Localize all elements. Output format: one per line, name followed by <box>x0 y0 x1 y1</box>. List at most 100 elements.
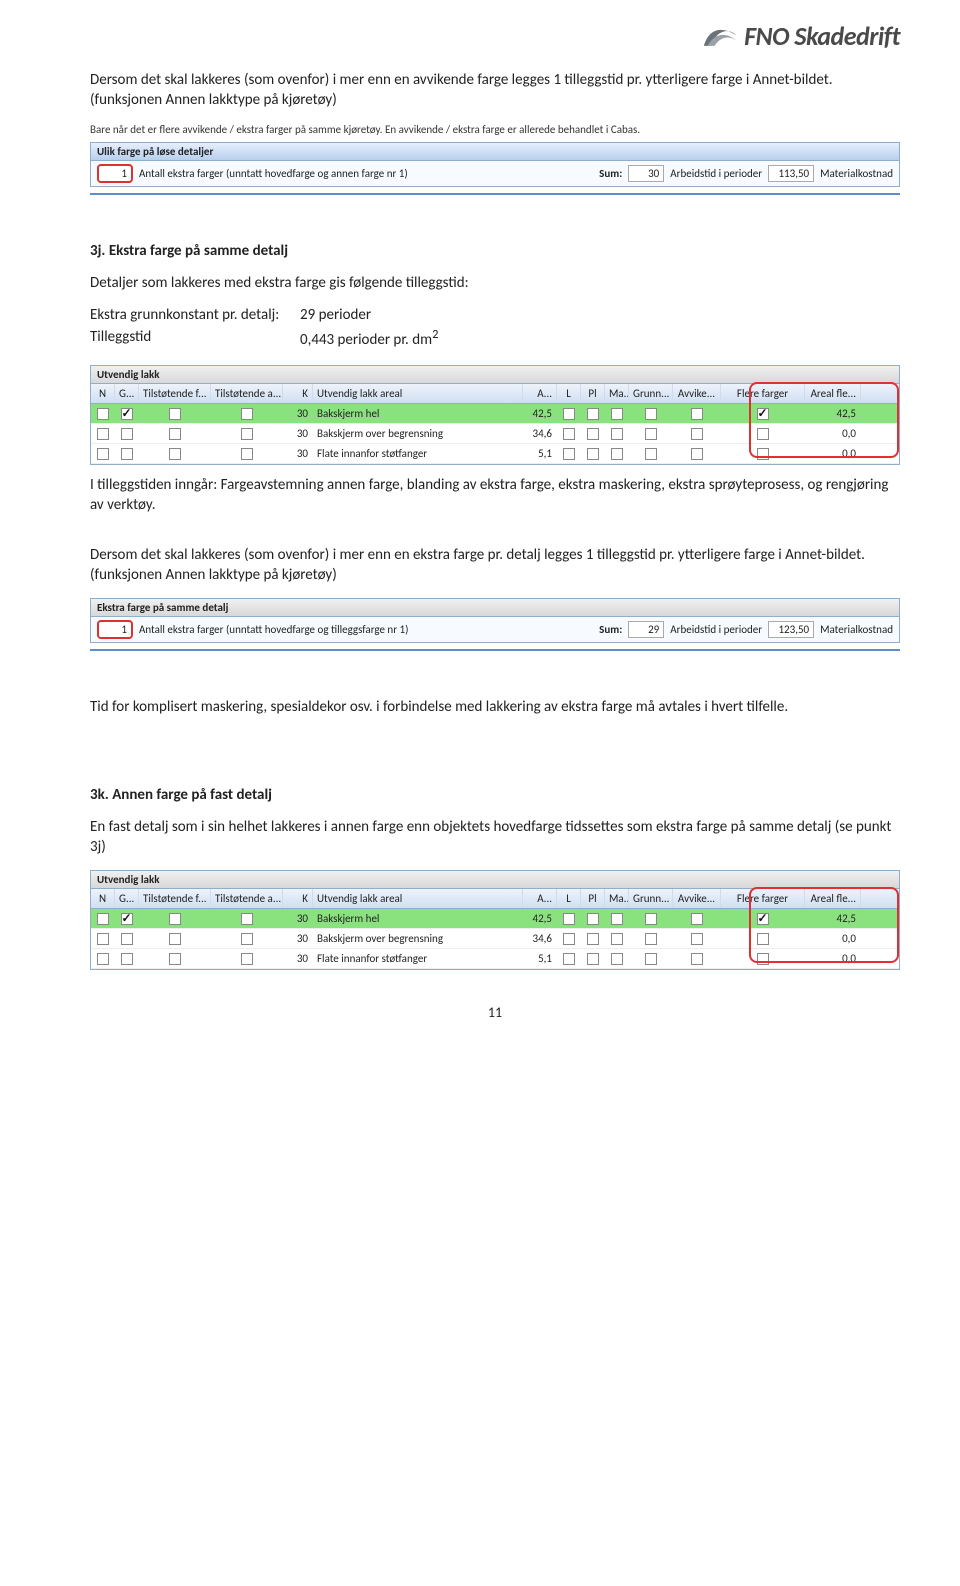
checkbox[interactable] <box>241 428 253 440</box>
t-label-2: Arbeidstid i perioder <box>670 623 762 636</box>
definition-list: Ekstra grunnkonstant pr. detalj: 29 peri… <box>90 305 900 351</box>
checkbox[interactable] <box>169 408 181 420</box>
checkbox[interactable] <box>587 408 599 420</box>
checkbox[interactable] <box>611 913 623 925</box>
para-3j2: I tilleggstiden inngår: Fargeavstemning … <box>90 475 900 516</box>
table-row[interactable]: 30Bakskjerm over begrensning34,60,0 <box>91 424 899 444</box>
checkbox[interactable] <box>121 448 133 460</box>
def-v1: 29 perioder <box>300 305 900 325</box>
checkbox[interactable] <box>691 408 703 420</box>
checkbox[interactable] <box>611 933 623 945</box>
checkbox[interactable] <box>563 428 575 440</box>
sum-label-2: Sum: <box>599 623 622 636</box>
checkbox[interactable] <box>611 408 623 420</box>
checkbox[interactable] <box>241 953 253 965</box>
para-3j: Detaljer som lakkeres med ekstra farge g… <box>90 273 900 293</box>
input-antall-1[interactable]: 1 <box>97 164 133 183</box>
def-k1: Ekstra grunnkonstant pr. detalj: <box>90 305 300 325</box>
divider-blue <box>90 649 900 651</box>
checkbox[interactable] <box>645 448 657 460</box>
checkbox[interactable] <box>691 428 703 440</box>
checkbox[interactable] <box>121 428 133 440</box>
table-row[interactable]: 30Flate innanfor støtfanger5,10,0 <box>91 444 899 464</box>
checkbox[interactable] <box>645 933 657 945</box>
checkbox[interactable] <box>563 408 575 420</box>
checkbox[interactable] <box>611 953 623 965</box>
checkbox[interactable] <box>121 913 133 925</box>
sum-value-2[interactable]: 29 <box>628 621 664 638</box>
checkbox[interactable] <box>757 448 769 460</box>
divider-blue <box>90 193 900 195</box>
para-4: Tid for komplisert maskering, spesialdek… <box>90 697 900 717</box>
checkbox[interactable] <box>563 953 575 965</box>
checkbox[interactable] <box>587 913 599 925</box>
checkbox[interactable] <box>691 953 703 965</box>
checkbox[interactable] <box>645 408 657 420</box>
logo-text: FNO Skadedrift <box>744 20 900 52</box>
input-antall-2[interactable]: 1 <box>97 620 133 639</box>
table-row[interactable]: 30Flate innanfor støtfanger5,10,0 <box>91 949 899 969</box>
table-row[interactable]: 30Bakskjerm hel42,542,5 <box>91 404 899 424</box>
t-value-2[interactable]: 123,50 <box>768 621 814 638</box>
checkbox[interactable] <box>587 428 599 440</box>
checkbox[interactable] <box>241 933 253 945</box>
table-title: Utvendig lakk <box>91 871 899 889</box>
checkbox[interactable] <box>97 953 109 965</box>
panel-title: Ekstra farge på samme detalj <box>91 599 899 617</box>
checkbox[interactable] <box>587 448 599 460</box>
checkbox[interactable] <box>757 408 769 420</box>
heading-3k: 3k. Annen farge på fast detalj <box>90 785 900 805</box>
m-label-1: Materialkostnad <box>820 167 893 180</box>
checkbox[interactable] <box>563 448 575 460</box>
sum-label-1: Sum: <box>599 167 622 180</box>
checkbox[interactable] <box>757 913 769 925</box>
checkbox[interactable] <box>121 933 133 945</box>
checkbox[interactable] <box>645 913 657 925</box>
checkbox[interactable] <box>169 448 181 460</box>
checkbox[interactable] <box>611 428 623 440</box>
checkbox[interactable] <box>97 408 109 420</box>
checkbox[interactable] <box>97 448 109 460</box>
sum-value-1[interactable]: 30 <box>628 165 664 182</box>
t-value-1[interactable]: 113,50 <box>768 165 814 182</box>
checkbox[interactable] <box>587 953 599 965</box>
checkbox[interactable] <box>169 953 181 965</box>
para-3k: En fast detalj som i sin helhet lakkeres… <box>90 817 900 858</box>
checkbox[interactable] <box>241 448 253 460</box>
checkbox[interactable] <box>97 913 109 925</box>
checkbox[interactable] <box>645 428 657 440</box>
label-antall-1: Antall ekstra farger (unntatt hovedfarge… <box>139 167 408 180</box>
checkbox[interactable] <box>645 953 657 965</box>
panel-title: Ulik farge på løse detaljer <box>91 143 899 161</box>
checkbox[interactable] <box>97 933 109 945</box>
t-label-1: Arbeidstid i perioder <box>670 167 762 180</box>
checkbox[interactable] <box>169 428 181 440</box>
checkbox[interactable] <box>563 933 575 945</box>
page-number: 11 <box>90 1004 900 1021</box>
logo-icon <box>702 22 738 50</box>
checkbox[interactable] <box>691 913 703 925</box>
checkbox[interactable] <box>97 428 109 440</box>
checkbox[interactable] <box>169 913 181 925</box>
checkbox[interactable] <box>241 408 253 420</box>
checkbox[interactable] <box>691 933 703 945</box>
checkbox[interactable] <box>757 933 769 945</box>
table-row[interactable]: 30Bakskjerm over begrensning34,60,0 <box>91 929 899 949</box>
panel-ulik-farge: Ulik farge på løse detaljer 1 Antall eks… <box>90 142 900 187</box>
table-title: Utvendig lakk <box>91 366 899 384</box>
checkbox[interactable] <box>121 408 133 420</box>
checkbox[interactable] <box>169 933 181 945</box>
checkbox[interactable] <box>757 428 769 440</box>
heading-3j: 3j. Ekstra farge på samme detalj <box>90 241 900 261</box>
checkbox[interactable] <box>241 913 253 925</box>
checkbox[interactable] <box>121 953 133 965</box>
checkbox[interactable] <box>757 953 769 965</box>
table-row[interactable]: 30Bakskjerm hel42,542,5 <box>91 909 899 929</box>
def-v2: 0,443 perioder pr. dm2 <box>300 327 900 350</box>
checkbox[interactable] <box>587 933 599 945</box>
table-header-row: N G... Tilstøtende f... Tilstøtende a...… <box>91 889 899 909</box>
checkbox[interactable] <box>563 913 575 925</box>
table-utvendig-lakk-2: Utvendig lakk N G... Tilstøtende f... Ti… <box>90 870 900 970</box>
checkbox[interactable] <box>611 448 623 460</box>
checkbox[interactable] <box>691 448 703 460</box>
